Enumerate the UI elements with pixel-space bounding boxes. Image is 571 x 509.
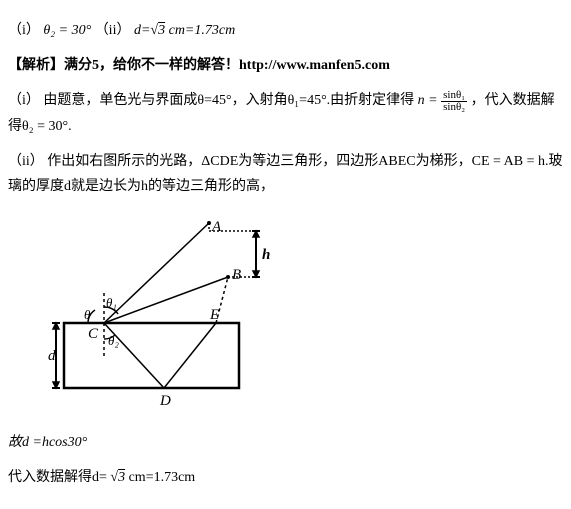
i-text: θ₂ = 30° — [43, 23, 91, 38]
part-i: （i） 由题意，单色光与界面成θ=45°，入射角θ₁=45°.由折射定律得 n … — [8, 88, 563, 138]
label-d: d — [48, 348, 56, 364]
label-h: h — [262, 247, 270, 263]
sqrt-icon: √ — [150, 23, 158, 38]
ii-post: cm=1.73cm — [165, 23, 235, 38]
ii-pre: d= — [134, 23, 150, 38]
conc1: 故d =hcos30° — [8, 435, 87, 450]
part-ii: （ii） 作出如右图所示的光路，ΔCDE为等边三角形，四边形ABEC为梯形，CE… — [8, 149, 563, 199]
ii-label: （ii） — [95, 23, 131, 38]
conc2-pre: 代入数据解得d= — [8, 470, 110, 485]
label-theta: θ — [84, 307, 91, 322]
label-D: D — [159, 393, 171, 409]
fraction: sinθ₁ sinθ₂ — [441, 90, 467, 113]
frac-num: sinθ₁ — [441, 90, 467, 102]
part-i-text1: 由题意，单色光与界面成θ=45°，入射角θ₁=45°.由折射定律得 — [43, 93, 414, 108]
optics-diagram: A B C D E θ₁ θ θ₂ d h — [48, 217, 563, 412]
label-C: C — [88, 326, 99, 342]
part-ii-text: 作出如右图所示的光路，ΔCDE为等边三角形，四边形ABEC为梯形，CE = AB… — [8, 154, 562, 194]
label-theta2: θ₂ — [108, 333, 119, 348]
i-label: （i） — [8, 23, 40, 38]
conclusion-2: 代入数据解得d= √3 cm=1.73cm — [8, 465, 563, 490]
part-ii-label: （ii） — [8, 154, 44, 169]
label-B: B — [232, 267, 241, 283]
part-i-label: （i） — [8, 93, 40, 108]
answer-line: （i） θ₂ = 30° （ii） d=√3 cm=1.73cm — [8, 18, 563, 43]
conc2-post: cm=1.73cm — [125, 470, 195, 485]
analysis-header: 【解析】满分5，给你不一样的解答！http://www.manfen5.com — [8, 53, 563, 78]
conclusion-1: 故d =hcos30° — [8, 430, 563, 455]
label-theta1: θ₁ — [106, 295, 117, 310]
label-E: E — [209, 307, 219, 323]
n-eq: n = — [418, 93, 441, 108]
sqrt-icon: √ — [110, 470, 118, 485]
label-A: A — [211, 219, 222, 235]
frac-den: sinθ₂ — [441, 102, 467, 113]
